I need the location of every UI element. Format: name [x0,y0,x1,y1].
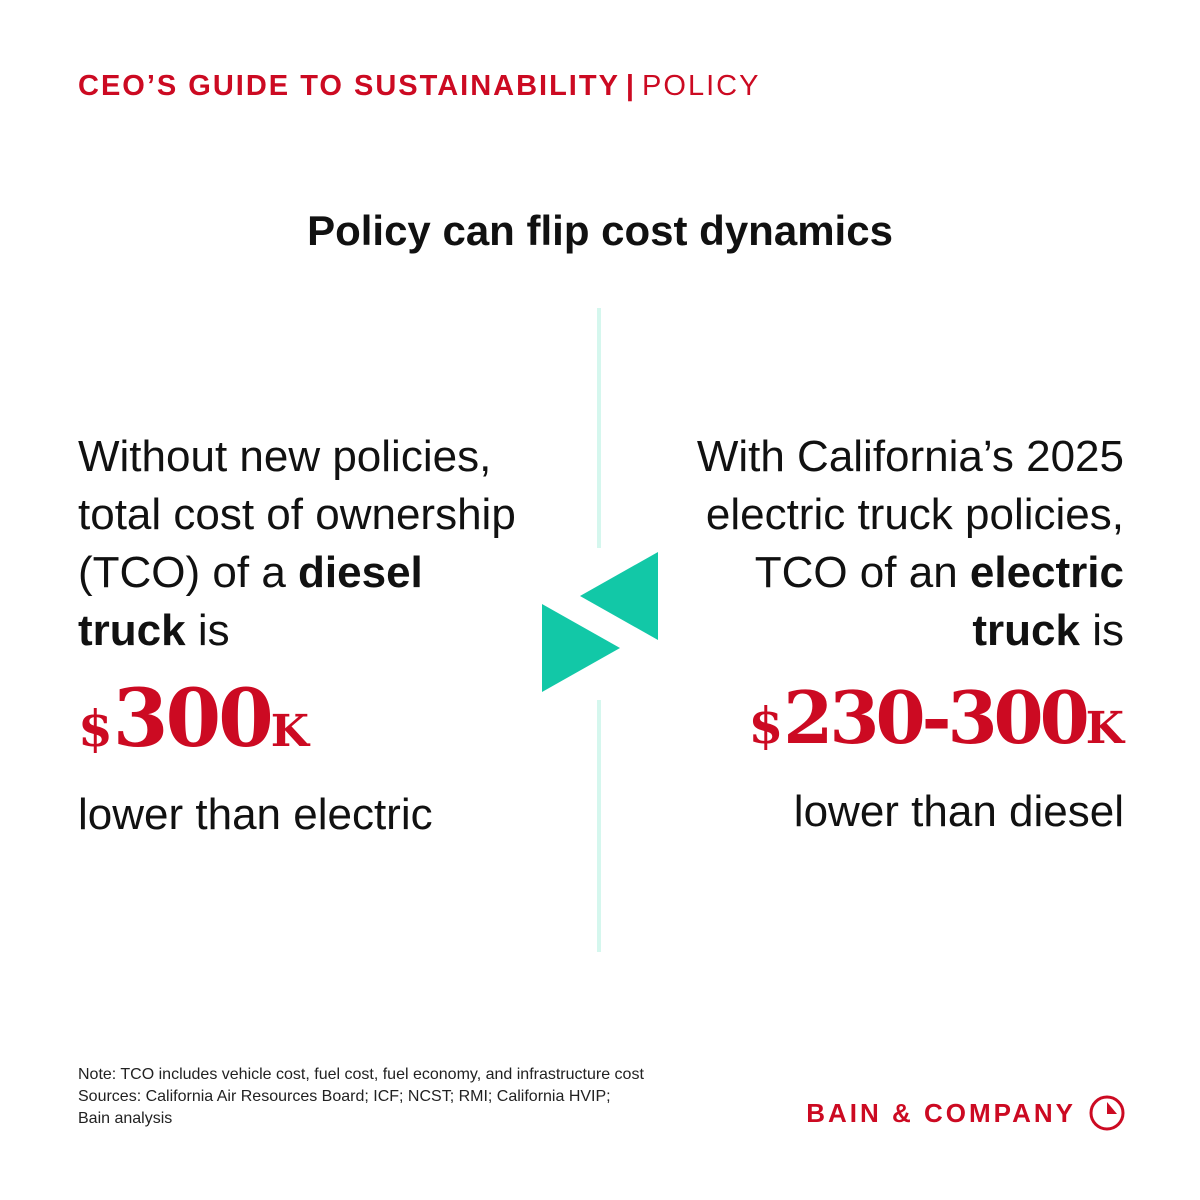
electric-emphasis: electric truck [969,548,1124,655]
divider-top [597,308,601,548]
footnote-note: Note: TCO includes vehicle cost, fuel co… [78,1066,644,1083]
series-header: CEO’S GUIDE TO SUSTAINABILITY | POLICY [78,68,760,104]
diesel-statement: Without new policies, total cost of owne… [78,428,518,660]
arrow-right-icon [542,604,620,692]
footnote-sources: Sources: California Air Resources Board;… [78,1088,611,1105]
diesel-figure: $300K [78,670,518,780]
diesel-panel: Without new policies, total cost of owne… [78,428,518,844]
arrow-left-icon [580,552,658,640]
electric-tail: lower than diesel [793,787,1124,836]
electric-lead-text: With California’s 2025 electric truck po… [696,432,1124,597]
brand-block: BAIN & COMPANY [806,1094,1126,1132]
page-title: Policy can flip cost dynamics [307,207,893,254]
diesel-amount: 300 [112,671,274,765]
footnote-sources-cont: Bain analysis [78,1110,173,1127]
diesel-currency: $ [78,699,113,758]
footnote: Note: TCO includes vehicle cost, fuel co… [78,1064,644,1130]
diesel-lead-end: is [185,606,230,655]
electric-currency: $ [748,696,784,755]
divider-bottom [597,700,601,952]
series-title: CEO’S GUIDE TO SUSTAINABILITY [78,70,620,102]
header-separator: | [625,70,637,102]
electric-amount: 230-300 [783,675,1089,760]
diesel-emphasis: diesel truck [78,548,423,655]
brand-name: BAIN & COMPANY [806,1097,1076,1128]
diesel-unit: K [270,706,310,757]
diesel-tail: lower than electric [78,790,433,839]
electric-figure: $230-300K [684,670,1124,777]
electric-lead-end: is [1080,606,1124,655]
electric-unit: K [1085,703,1124,754]
section-title: POLICY [642,70,761,102]
flip-arrows-icon [542,552,658,692]
electric-statement: With California’s 2025 electric truck po… [684,428,1124,660]
bain-logo-icon [1089,1095,1125,1131]
diesel-lead-text: Without new policies, total cost of owne… [78,432,516,597]
electric-panel: With California’s 2025 electric truck po… [684,428,1124,841]
